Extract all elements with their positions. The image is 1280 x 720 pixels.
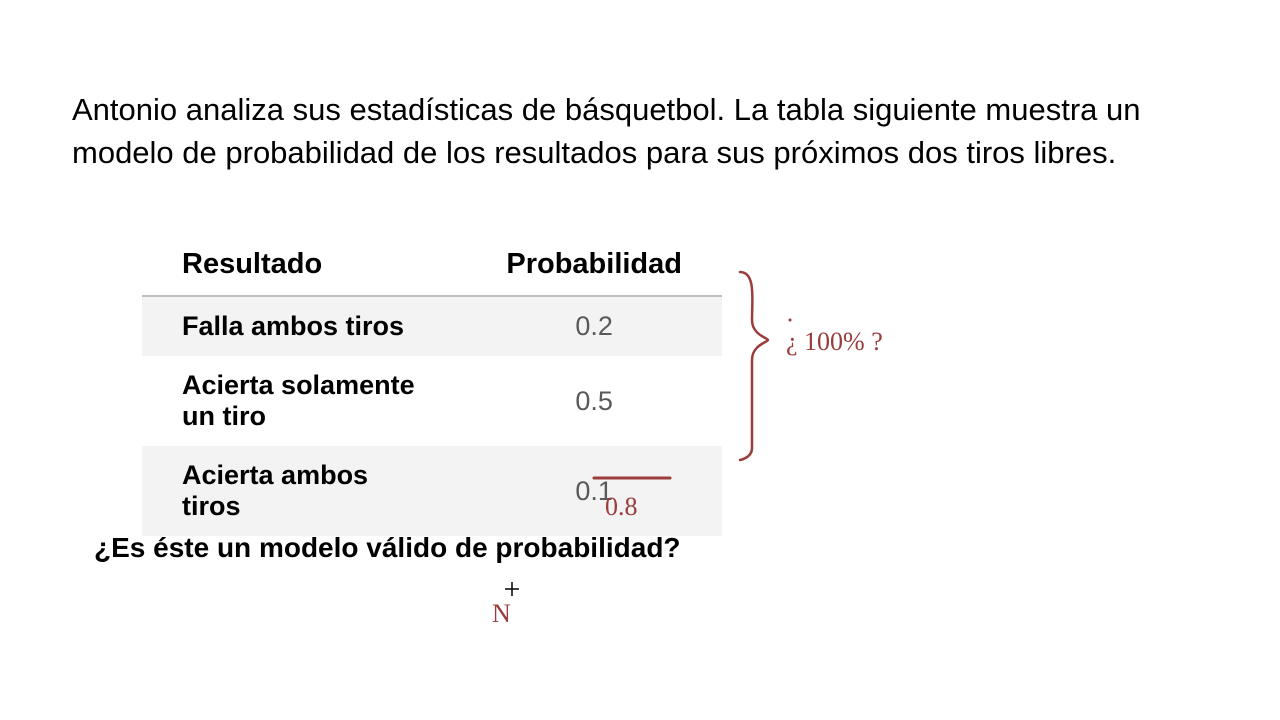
prob-cell: 0.1 [466,446,722,536]
problem-statement: Antonio analiza sus estadísticas de básq… [72,88,1208,175]
table-row: Falla ambos tiros 0.2 [142,296,722,356]
answer-partial: N [492,599,511,628]
outcome-cell: Acierta ambos tiros [142,446,466,536]
brace-label: ¿ 100% ? [786,327,883,356]
header-outcome: Resultado [142,238,466,296]
probability-table: Resultado Probabilidad Falla ambos tiros… [142,238,722,536]
brace-icon [740,272,768,460]
outcome-cell: Acierta solamente un tiro [142,356,466,446]
validity-question: ¿Es éste un modelo válido de probabilida… [94,532,681,564]
prob-cell: 0.5 [466,356,722,446]
table-row: Acierta ambos tiros 0.1 [142,446,722,536]
dot-mark [789,319,792,322]
table-header-row: Resultado Probabilidad [142,238,722,296]
outcome-cell: Falla ambos tiros [142,296,466,356]
header-probability: Probabilidad [466,238,722,296]
table-row: Acierta solamente un tiro 0.5 [142,356,722,446]
prob-cell: 0.2 [466,296,722,356]
